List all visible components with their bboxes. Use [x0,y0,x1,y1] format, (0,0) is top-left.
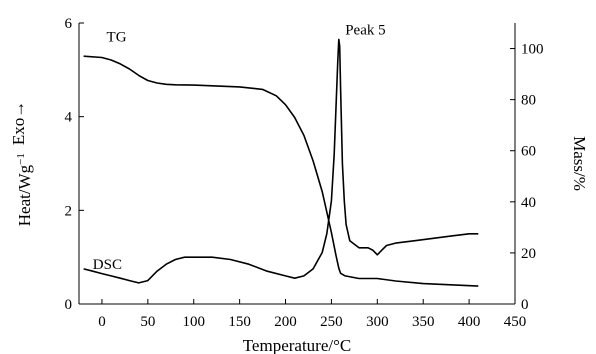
series-line-dsc [83,38,479,284]
annotation-label: DSC [93,257,122,273]
x-tick-label: 100 [182,314,205,330]
y-left-axis-title: Heat/Wg−1 Exo→ [9,101,34,226]
annotation-label: Peak 5 [345,23,385,39]
x-tick-label: 150 [228,314,251,330]
x-tick-label: 200 [274,314,297,330]
y-right-tick-label: 20 [521,246,536,262]
y-left-axis-title-base: Heat/Wg [15,164,34,226]
y-left-tick-label: 0 [65,297,73,313]
series-layer [83,38,479,287]
y-right-axis-title: Mass/% [570,136,589,191]
y-right-tick-label: 40 [521,195,536,211]
y-left-tick-label: 4 [65,110,73,126]
x-tick-label: 400 [458,314,481,330]
y-right-tick-label: 60 [521,144,536,160]
x-tick-label: 0 [98,314,106,330]
y-right-tick-label: 80 [521,93,536,109]
y-left-tick-label: 2 [65,203,73,219]
axes [78,23,516,305]
series-line-tg [83,55,479,287]
y-left-axis-title-suffix: Exo→ [9,101,28,145]
y-right-tick-label: 100 [521,42,544,58]
x-tick-label: 350 [412,314,435,330]
x-axis-title: Temperature/°C [243,336,352,354]
y-left-tick-label: 6 [65,16,73,32]
x-tick-label: 300 [366,314,389,330]
x-tick-label: 50 [140,314,155,330]
x-tick-label: 450 [504,314,527,330]
ticks: 0 50 100 150 200 250 300 350 400 4500246020406080… [65,16,544,330]
y-right-tick-label: 0 [521,297,529,313]
annotations: TG DSC Peak 5 [93,23,386,273]
x-tick-label: 250 [320,314,343,330]
annotation-label: TG [107,30,127,46]
y-left-axis-title-exponent: −1 [15,153,27,165]
